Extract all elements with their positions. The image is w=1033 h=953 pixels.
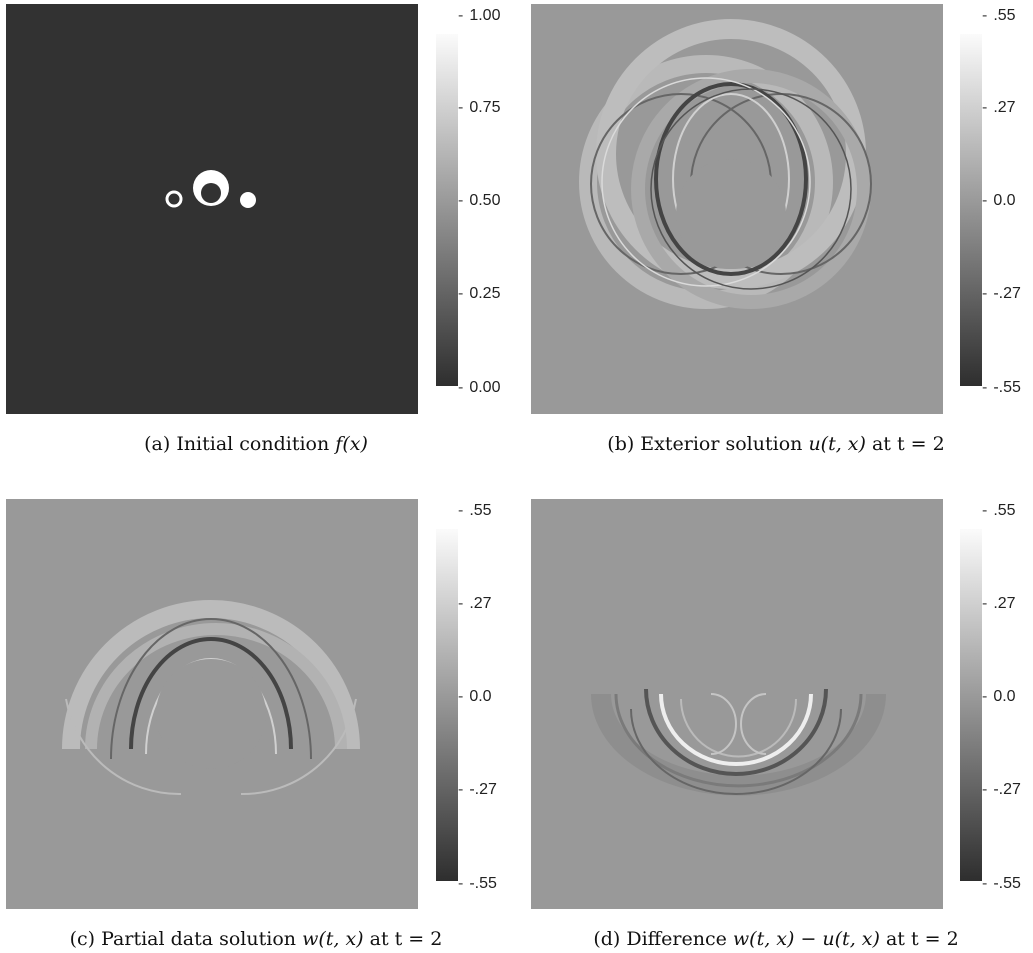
colorbar-tick: 0.50 bbox=[458, 193, 500, 209]
colorbar-tick: -.55 bbox=[458, 876, 497, 892]
image-partial-data-solution bbox=[6, 499, 418, 909]
colorbar-a bbox=[436, 34, 458, 386]
colorbar-tick: 0.0 bbox=[982, 193, 1015, 209]
image-exterior-solution bbox=[531, 4, 943, 414]
colorbar-tick: 0.25 bbox=[458, 286, 500, 302]
colorbar-tick: 0.0 bbox=[458, 689, 491, 705]
image-initial-condition bbox=[6, 4, 418, 414]
caption-d: (d) Difference w(t, x) − u(t, x) at t = … bbox=[593, 928, 959, 950]
colorbar-tick: -.27 bbox=[982, 286, 1021, 302]
colorbar-d bbox=[960, 529, 982, 881]
caption-a: (a) Initial condition f(x) bbox=[144, 433, 368, 455]
colorbar-tick: -.55 bbox=[982, 876, 1021, 892]
colorbar-tick: -.27 bbox=[982, 782, 1021, 798]
image-difference bbox=[531, 499, 943, 909]
colorbar-tick: 0.0 bbox=[982, 689, 1015, 705]
colorbar-tick: .27 bbox=[982, 100, 1015, 116]
colorbar-b bbox=[960, 34, 982, 386]
colorbar-tick: .55 bbox=[458, 503, 491, 519]
colorbar-tick: .27 bbox=[458, 596, 491, 612]
colorbar-tick: -.55 bbox=[982, 380, 1021, 396]
caption-c: (c) Partial data solution w(t, x) at t =… bbox=[69, 928, 443, 950]
colorbar-tick: 0.75 bbox=[458, 100, 500, 116]
caption-b: (b) Exterior solution u(t, x) at t = 2 bbox=[607, 433, 945, 455]
colorbar-c bbox=[436, 529, 458, 881]
colorbar-tick: 0.00 bbox=[458, 380, 500, 396]
colorbar-tick: .55 bbox=[982, 8, 1015, 24]
colorbar-tick: .55 bbox=[982, 503, 1015, 519]
colorbar-tick: 1.00 bbox=[458, 8, 500, 24]
colorbar-tick: .27 bbox=[982, 596, 1015, 612]
colorbar-tick: -.27 bbox=[458, 782, 497, 798]
